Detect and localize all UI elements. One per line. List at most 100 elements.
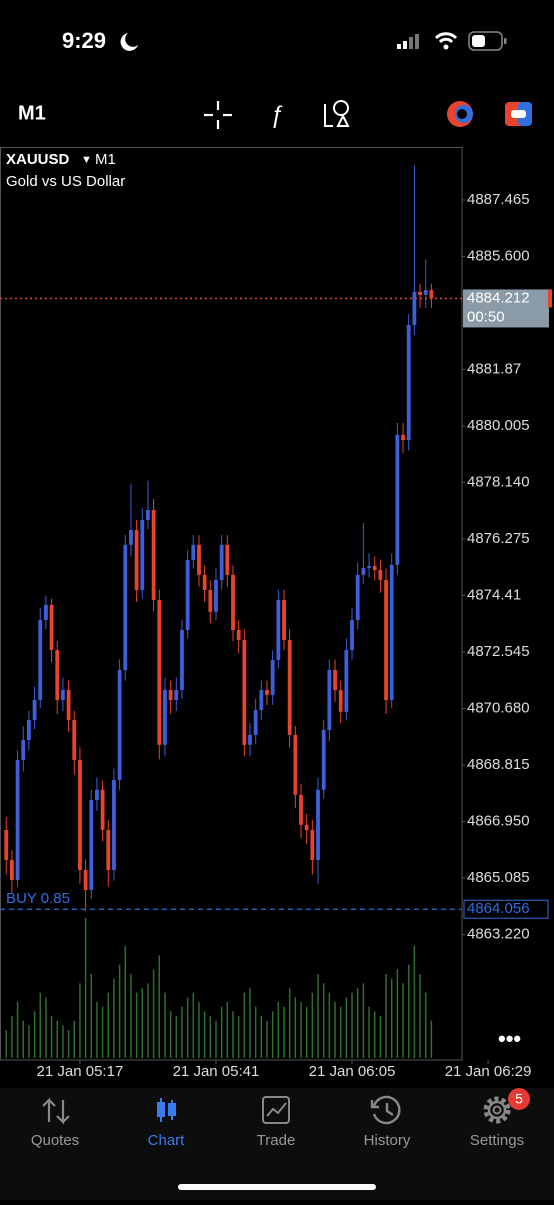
candle-body bbox=[146, 510, 150, 521]
candle-body bbox=[242, 640, 247, 745]
x-tick-label: 21 Jan 05:17 bbox=[37, 1063, 124, 1080]
candle-body bbox=[61, 690, 65, 701]
candle-body bbox=[310, 830, 315, 861]
y-tick-label: 4865.085 bbox=[467, 869, 530, 886]
candle-body bbox=[253, 710, 258, 735]
candle-body bbox=[378, 570, 383, 581]
timeframe-button[interactable]: M1 bbox=[18, 102, 46, 124]
candle-body bbox=[197, 544, 201, 575]
candle-body bbox=[38, 620, 43, 701]
candle-body bbox=[265, 690, 269, 695]
wifi-icon bbox=[434, 32, 458, 44]
tab-label[interactable]: Trade bbox=[257, 1132, 296, 1149]
candle-body bbox=[168, 690, 173, 701]
candle-body bbox=[78, 760, 82, 871]
candle-body bbox=[276, 600, 281, 661]
candle-body bbox=[95, 789, 99, 801]
candle-body bbox=[174, 690, 179, 701]
candle-body bbox=[157, 600, 162, 745]
quotes-icon[interactable] bbox=[42, 1097, 70, 1125]
candle-body bbox=[151, 510, 156, 601]
x-tick-label: 21 Jan 06:05 bbox=[309, 1063, 396, 1080]
trade-icon[interactable] bbox=[262, 1096, 290, 1124]
candle-body bbox=[219, 544, 224, 581]
candle-body bbox=[72, 720, 77, 761]
tab-label[interactable]: Quotes bbox=[31, 1132, 79, 1149]
bid-timer: 00:50 bbox=[467, 308, 505, 325]
tab-label[interactable]: Settings bbox=[470, 1132, 524, 1149]
y-tick-label: 4868.815 bbox=[467, 756, 530, 773]
bid-marker bbox=[548, 289, 552, 308]
tab-label[interactable]: History bbox=[364, 1132, 411, 1149]
candle-body bbox=[236, 630, 241, 641]
candle-body bbox=[180, 630, 184, 691]
y-tick-label: 4863.220 bbox=[467, 926, 530, 943]
battery-level bbox=[472, 35, 485, 47]
candle-body bbox=[208, 590, 213, 612]
position-price-box bbox=[463, 899, 549, 919]
bid-label-box bbox=[463, 289, 549, 328]
signal-icon bbox=[397, 34, 419, 49]
y-tick-label: 4876.275 bbox=[467, 530, 530, 547]
y-tick-label: 4870.680 bbox=[467, 699, 530, 716]
candle-body bbox=[140, 520, 145, 591]
objects-button[interactable] bbox=[324, 100, 350, 127]
candle-body bbox=[225, 544, 230, 575]
candle-body bbox=[83, 870, 88, 891]
candle-body bbox=[299, 794, 303, 825]
x-tick-label: 21 Jan 06:29 bbox=[445, 1063, 532, 1080]
candle-body bbox=[32, 700, 37, 721]
candle-body bbox=[163, 690, 167, 745]
candle-body bbox=[287, 640, 292, 735]
y-tick-label: 4872.545 bbox=[467, 643, 530, 660]
candle-body bbox=[248, 734, 252, 745]
crosshair-button[interactable] bbox=[204, 101, 232, 129]
candle-body bbox=[270, 660, 275, 695]
plot-area bbox=[4, 165, 434, 1058]
candle-body bbox=[202, 574, 207, 591]
chart-icon[interactable] bbox=[157, 1098, 176, 1122]
position-label[interactable]: BUY 0.85 bbox=[6, 890, 70, 907]
history-icon[interactable] bbox=[370, 1095, 401, 1125]
badge-count: 5 bbox=[515, 1091, 523, 1107]
more-button[interactable]: ••• bbox=[498, 1026, 521, 1051]
candle-body bbox=[134, 530, 139, 591]
bid-price: 4884.212 bbox=[467, 289, 530, 306]
candle-body bbox=[66, 690, 71, 721]
candle-body bbox=[361, 567, 366, 575]
position-price: 4864.056 bbox=[467, 900, 530, 917]
y-tick-label: 4866.950 bbox=[467, 812, 530, 829]
candle-body bbox=[15, 760, 20, 881]
wifi-dot bbox=[443, 44, 449, 50]
candle-body bbox=[49, 604, 54, 651]
y-tick-label: 4880.005 bbox=[467, 417, 530, 434]
settings-badge bbox=[508, 1088, 530, 1110]
one-click-toggle[interactable] bbox=[505, 102, 532, 126]
candle-body bbox=[259, 690, 264, 711]
battery-tip bbox=[504, 38, 507, 44]
y-tick-label: 4881.87 bbox=[467, 360, 521, 377]
candle-body bbox=[4, 830, 9, 861]
candle-body bbox=[321, 730, 326, 790]
y-tick-label: 4885.600 bbox=[467, 247, 530, 264]
candle-body bbox=[401, 434, 405, 441]
tab-label[interactable]: Chart bbox=[148, 1132, 186, 1149]
candle-body bbox=[367, 566, 371, 568]
candle-body bbox=[191, 544, 196, 561]
candle-body bbox=[89, 800, 94, 891]
candle-body bbox=[423, 290, 428, 295]
candle-body bbox=[112, 780, 116, 871]
candle-body bbox=[185, 560, 190, 631]
trade-toggle[interactable] bbox=[447, 101, 473, 127]
symbol[interactable]: XAUUSD bbox=[6, 151, 70, 168]
indicators-button[interactable]: ƒ bbox=[270, 101, 283, 128]
y-tick-label: 4878.140 bbox=[467, 473, 530, 490]
symbol-dropdown[interactable]: ▼ bbox=[81, 154, 92, 166]
settings-icon[interactable] bbox=[483, 1096, 511, 1124]
moon-icon bbox=[120, 33, 138, 51]
chart-timeframe: M1 bbox=[95, 151, 116, 168]
candle-body bbox=[21, 740, 26, 761]
candle-body bbox=[406, 324, 411, 441]
candle-body bbox=[293, 734, 298, 795]
